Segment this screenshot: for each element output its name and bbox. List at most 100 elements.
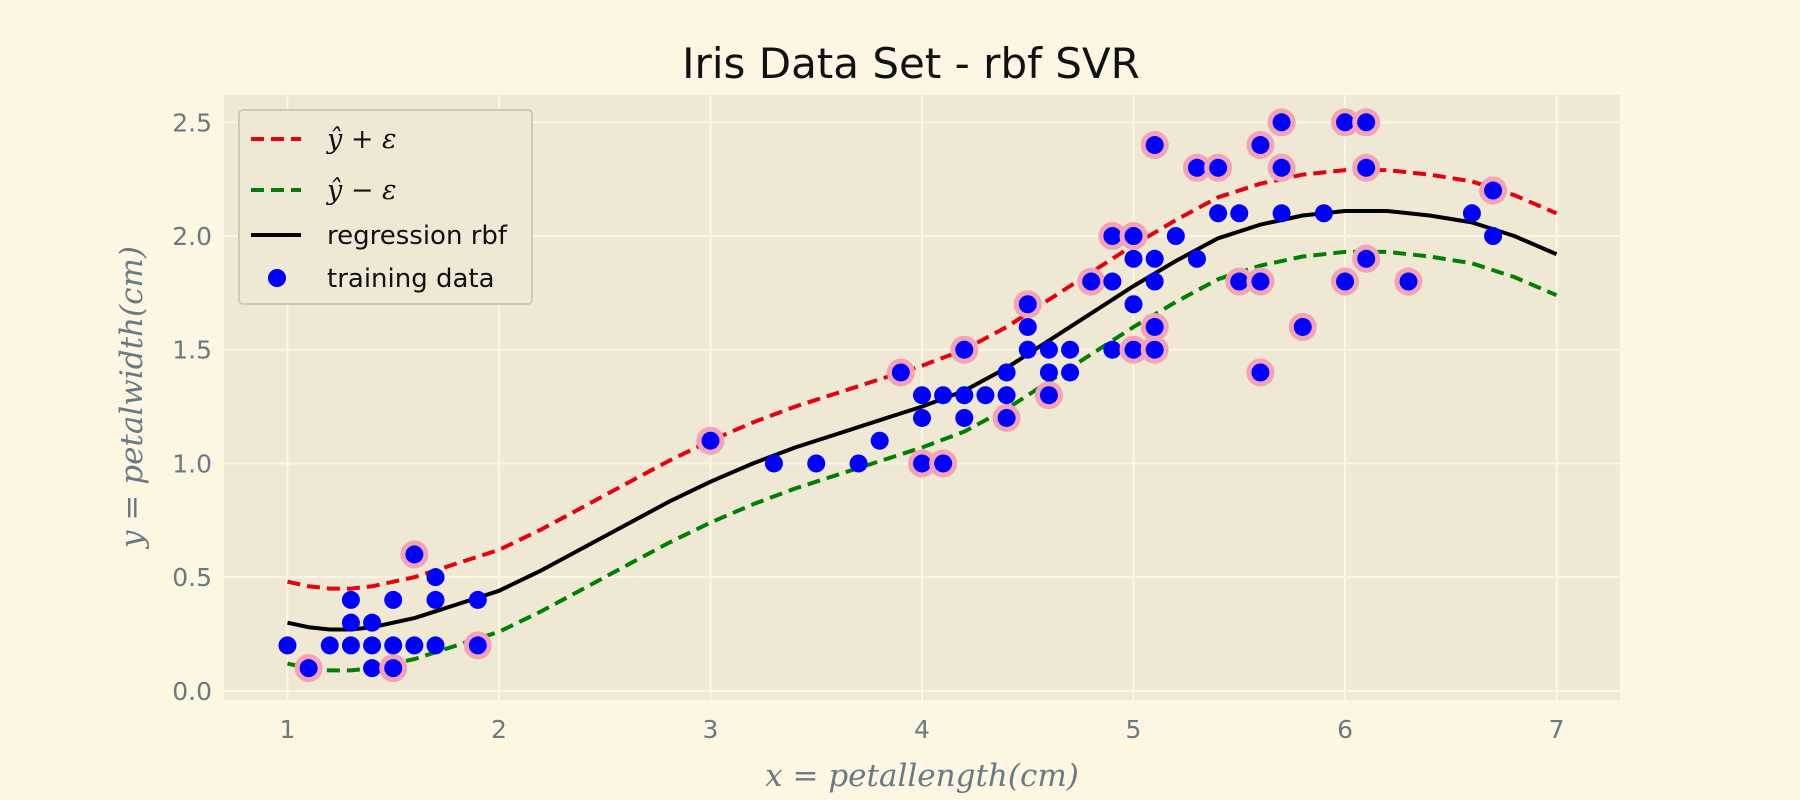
data-point <box>1061 340 1080 359</box>
chart-title: Iris Data Set - rbf SVR <box>682 39 1140 88</box>
data-point <box>1166 227 1185 246</box>
data-point <box>363 659 382 678</box>
data-point <box>1145 249 1164 268</box>
y-tick-label: 0.5 <box>172 563 212 592</box>
data-point <box>934 454 953 473</box>
data-point <box>764 454 783 473</box>
data-point <box>1061 363 1080 382</box>
data-point <box>1124 249 1143 268</box>
data-point <box>1209 204 1228 223</box>
data-point <box>1018 295 1037 314</box>
data-point <box>363 636 382 655</box>
y-tick-label: 1.5 <box>172 336 212 365</box>
data-point <box>997 386 1016 405</box>
data-point <box>1484 181 1503 200</box>
data-point <box>1103 340 1122 359</box>
data-point <box>1314 204 1333 223</box>
data-point <box>1082 272 1101 291</box>
data-point <box>1251 136 1270 155</box>
data-point <box>955 408 974 427</box>
regression-line <box>287 209 1558 632</box>
data-point <box>468 636 487 655</box>
data-point <box>1145 317 1164 336</box>
data-point <box>1187 158 1206 177</box>
training-points <box>278 108 1508 683</box>
upper-epsilon-line <box>287 168 1558 591</box>
data-point <box>363 613 382 632</box>
data-point <box>1209 158 1228 177</box>
y-tick-label: 0.0 <box>172 677 212 706</box>
y-tick-label: 2.5 <box>172 108 212 137</box>
data-point <box>997 408 1016 427</box>
legend-label-regression: regression rbf <box>327 221 508 251</box>
data-point <box>849 454 868 473</box>
data-point <box>426 636 445 655</box>
data-point <box>1230 272 1249 291</box>
x-tick-label: 4 <box>914 715 930 744</box>
data-point <box>891 363 910 382</box>
data-point <box>468 590 487 609</box>
data-point <box>913 408 931 427</box>
data-point <box>1357 158 1376 177</box>
data-point <box>1039 340 1058 359</box>
data-point <box>384 636 403 655</box>
x-tick-label: 1 <box>280 715 296 744</box>
data-point <box>1103 227 1122 246</box>
data-point <box>1187 249 1206 268</box>
data-point <box>384 659 403 678</box>
data-point <box>1357 249 1376 268</box>
data-point <box>955 340 974 359</box>
data-point <box>934 386 953 405</box>
data-point <box>870 431 889 450</box>
x-tick-label: 2 <box>491 715 507 744</box>
data-point <box>1103 272 1122 291</box>
x-tick-label: 3 <box>703 715 719 744</box>
data-point <box>1336 272 1355 291</box>
data-point <box>1336 113 1355 132</box>
data-point <box>1293 317 1312 336</box>
data-point <box>341 636 360 655</box>
data-point <box>1251 363 1270 382</box>
y-tick-label: 2.0 <box>172 222 212 251</box>
x-tick-label: 5 <box>1126 715 1142 744</box>
data-point <box>807 454 826 473</box>
data-point <box>1039 386 1058 405</box>
lower-epsilon-line <box>287 249 1558 673</box>
legend-box <box>238 109 533 305</box>
data-point <box>1251 272 1270 291</box>
data-point <box>299 659 318 678</box>
data-point <box>384 590 403 609</box>
data-point <box>976 386 995 405</box>
data-point <box>426 590 445 609</box>
data-point <box>1124 227 1143 246</box>
data-point <box>341 613 360 632</box>
data-point <box>426 568 445 587</box>
axis-ticks: 1 2 3 4 5 6 7 0.0 0.5 1.0 1.5 2.0 2.5 <box>172 108 1564 744</box>
data-point <box>405 636 424 655</box>
data-point <box>278 636 297 655</box>
data-point <box>1272 204 1291 223</box>
legend-label-lower: ŷ − ε <box>326 175 397 206</box>
data-point <box>701 431 720 450</box>
x-tick-label: 7 <box>1549 715 1565 744</box>
data-point <box>913 454 931 473</box>
data-point <box>913 386 931 405</box>
data-point <box>1272 113 1291 132</box>
data-point <box>1124 340 1143 359</box>
data-point <box>955 386 974 405</box>
data-point <box>1272 158 1291 177</box>
data-point <box>1018 340 1037 359</box>
data-point <box>1484 227 1503 246</box>
data-point <box>997 363 1016 382</box>
x-axis-label: x = petallength(cm) <box>765 758 1079 794</box>
data-point <box>405 545 424 564</box>
data-point <box>1357 113 1376 132</box>
x-tick-label: 6 <box>1337 715 1353 744</box>
y-axis-label: y = petalwidth(cm) <box>114 246 150 550</box>
data-point <box>341 590 360 609</box>
data-point <box>320 636 339 655</box>
data-point <box>1230 204 1249 223</box>
data-point <box>1124 295 1143 314</box>
legend-swatch-training <box>268 269 286 287</box>
data-point <box>1145 340 1164 359</box>
